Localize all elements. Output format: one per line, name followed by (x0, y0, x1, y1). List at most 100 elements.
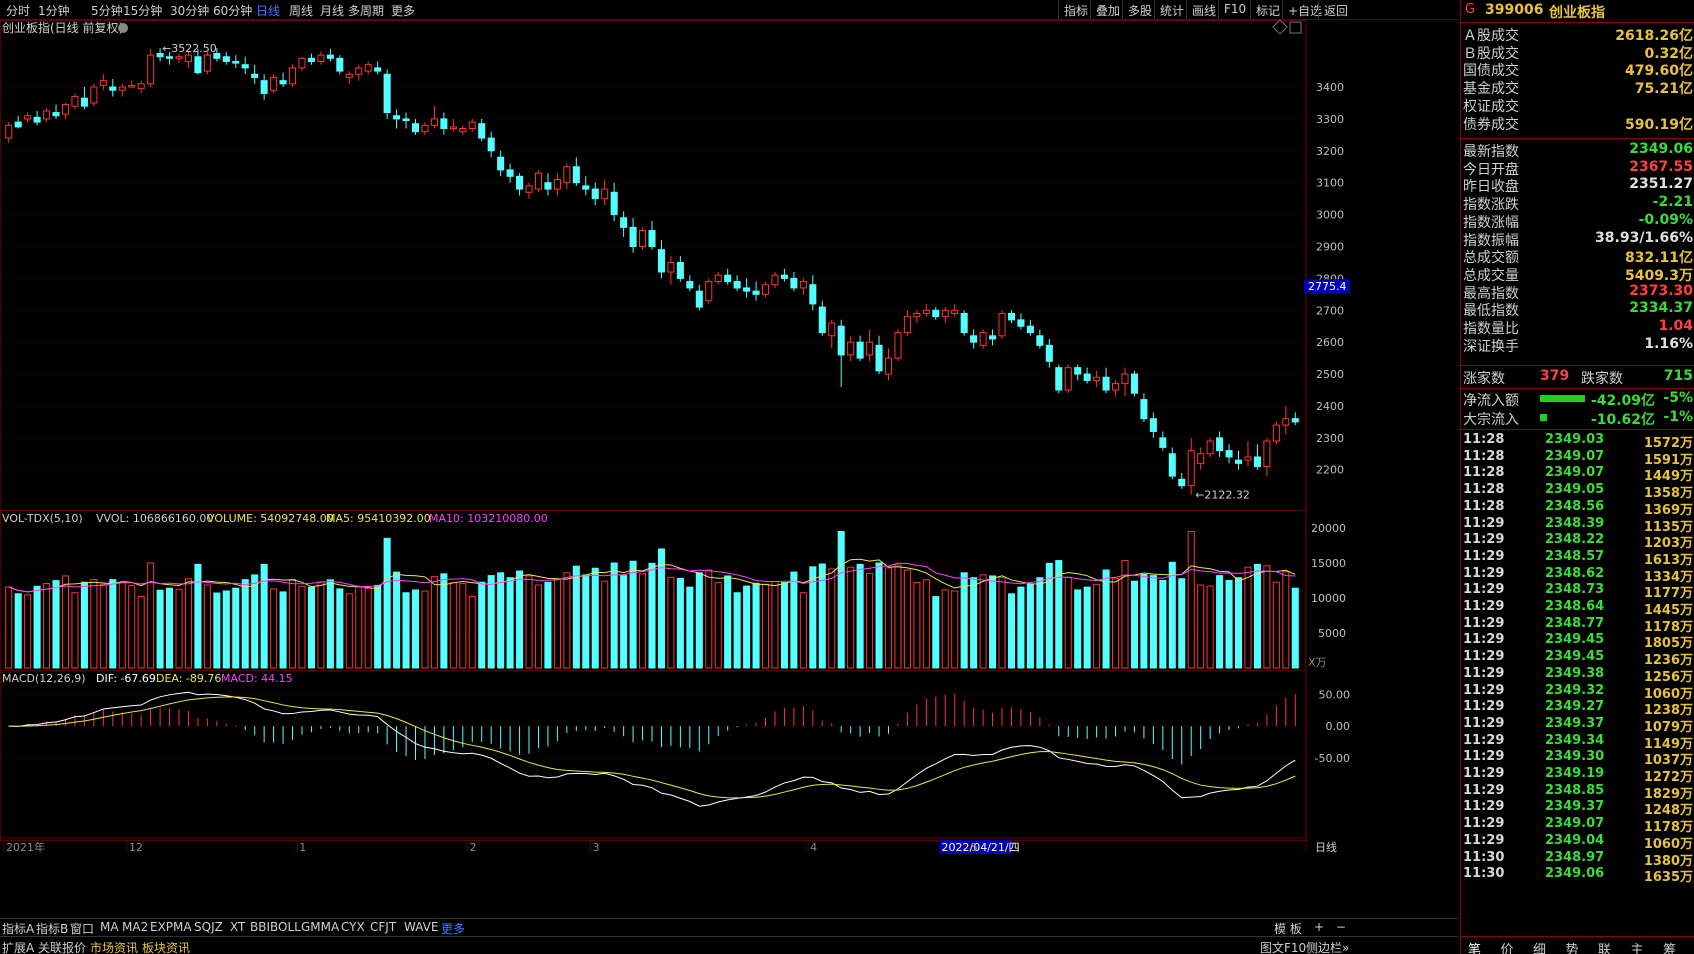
window-icon[interactable] (1289, 21, 1302, 34)
candle (752, 281, 760, 301)
volume-bar (525, 575, 533, 669)
block-inflow-row: 大宗流入 -10.62亿 -1% (1463, 409, 1693, 428)
indicator-tab[interactable]: 指标A (2, 922, 35, 936)
volume-bar (222, 590, 230, 669)
candle-body (970, 335, 978, 343)
bottom-right-button[interactable]: 侧边栏» (1306, 941, 1350, 954)
candle (1263, 437, 1271, 477)
toolbar-button[interactable]: 返回 (1318, 0, 1353, 19)
toolbar-button[interactable]: 多股 (1122, 0, 1157, 19)
bottom-tab[interactable]: 扩展A (2, 941, 35, 954)
x-tick-label: 4 (810, 841, 817, 854)
period-tab[interactable]: 多周期 (348, 4, 385, 18)
period-tab[interactable]: 15分钟 (123, 4, 163, 18)
diamond-icon[interactable] (1272, 20, 1288, 35)
indicator-tool-button[interactable]: 模 板 (1274, 922, 1302, 936)
indicator-tab[interactable]: GMMA (301, 920, 340, 934)
volume-bar (402, 592, 410, 669)
indicator-tab[interactable]: 更多 (441, 922, 466, 936)
indicator-tab[interactable]: XT (230, 920, 246, 934)
panel-tab[interactable]: 联 (1598, 943, 1612, 954)
toolbar-button[interactable]: +自选 (1282, 0, 1327, 19)
candle-body (213, 53, 221, 59)
candle (1272, 421, 1280, 445)
candle (648, 220, 656, 250)
period-tab[interactable]: 月线 (320, 4, 345, 18)
period-tab[interactable]: 周线 (289, 4, 314, 18)
period-tab[interactable]: 分时 (6, 4, 31, 18)
divider (1461, 365, 1694, 366)
bottom-tab[interactable]: 市场资讯 (90, 941, 139, 954)
volume-bar (648, 562, 656, 669)
candle-body (440, 118, 448, 129)
period-tab[interactable]: 30分钟 (170, 4, 210, 18)
period-tab[interactable]: 1分钟 (38, 4, 70, 18)
indicator-tool-button[interactable]: − (1336, 920, 1347, 934)
candle-body (222, 56, 230, 63)
candle (421, 122, 429, 135)
candle-body (421, 124, 429, 133)
toolbar-button[interactable]: 叠加 (1090, 0, 1125, 19)
indicator-tab[interactable]: EXPMA (150, 920, 192, 934)
panel-tab[interactable]: 筹 (1663, 943, 1677, 954)
bottom-tab[interactable]: 板块资讯 (142, 941, 191, 954)
indicator-tab[interactable]: 指标B (36, 922, 69, 936)
candle (951, 303, 959, 317)
candle-body (24, 115, 32, 120)
candle-body (147, 54, 155, 85)
tick-price: 2349.27 (1545, 699, 1605, 715)
candle-body (1187, 450, 1195, 487)
chart-canvas[interactable]: 2200230024002500260027002800290030003100… (0, 20, 1458, 918)
candle-body (374, 67, 382, 72)
candle (610, 182, 618, 221)
bottom-right-button[interactable]: 图文F10 (1260, 941, 1307, 954)
candle (1168, 447, 1176, 480)
period-tab[interactable]: 日线 (256, 4, 281, 18)
candle-body (932, 309, 940, 318)
indicator-tool-button[interactable]: + (1314, 920, 1325, 934)
candle (903, 310, 911, 336)
tick-volume: 1449万 (1643, 469, 1693, 485)
chevron-down-icon[interactable] (118, 23, 128, 33)
indicator-tab[interactable]: CFJT (370, 920, 397, 934)
indicator-tab[interactable]: SQJZ (194, 920, 223, 934)
volume-bar (1093, 583, 1101, 669)
candle (1159, 431, 1167, 451)
stat-value: -2.21 (1652, 194, 1693, 211)
indicator-tab[interactable]: CYX (341, 920, 365, 934)
period-tab[interactable]: 60分钟 (213, 4, 253, 18)
panel-tab[interactable]: 价 (1500, 943, 1514, 954)
macd-tick-label: -50.00 (1315, 752, 1350, 765)
candle (1225, 444, 1233, 464)
panel-tab[interactable]: 细 (1533, 943, 1547, 954)
panel-tab[interactable]: 笔 (1468, 943, 1482, 954)
candle (582, 176, 590, 196)
indicator-tab[interactable]: WAVE (404, 920, 439, 934)
toolbar-button[interactable]: 指标 (1058, 0, 1093, 19)
bottom-tab[interactable]: 关联报价 (38, 941, 87, 954)
volume-bar (951, 590, 959, 669)
candle-body (184, 54, 192, 63)
stat-label: 债券成交 (1463, 116, 1519, 133)
period-tab[interactable]: 更多 (391, 4, 416, 18)
indicator-tab[interactable]: MA2 (122, 920, 149, 934)
indicator-tab[interactable]: 窗口 (70, 922, 95, 936)
toolbar-button[interactable]: 统计 (1154, 0, 1189, 19)
candle (932, 307, 940, 320)
candle (525, 182, 533, 199)
tick-time: 11:29 (1463, 515, 1505, 531)
toolbar-button[interactable]: 画线 (1186, 0, 1221, 19)
toolbar-button[interactable]: F10 (1218, 0, 1251, 19)
candle-body (71, 96, 79, 107)
stat-label: 深证换手 (1463, 338, 1519, 355)
tick-volume: 1203万 (1643, 536, 1693, 552)
price-tick-label: 2500 (1316, 368, 1344, 381)
indicator-tab[interactable]: BBIBOLL (250, 920, 301, 934)
tick-price: 2348.56 (1545, 498, 1605, 514)
volume-bar (1178, 578, 1186, 669)
indicator-tab[interactable]: MA (100, 920, 119, 934)
panel-tab[interactable]: 主 (1630, 943, 1644, 954)
period-tab[interactable]: 5分钟 (91, 4, 123, 18)
toolbar-button[interactable]: 标记 (1250, 0, 1285, 19)
panel-tab[interactable]: 势 (1565, 943, 1579, 954)
